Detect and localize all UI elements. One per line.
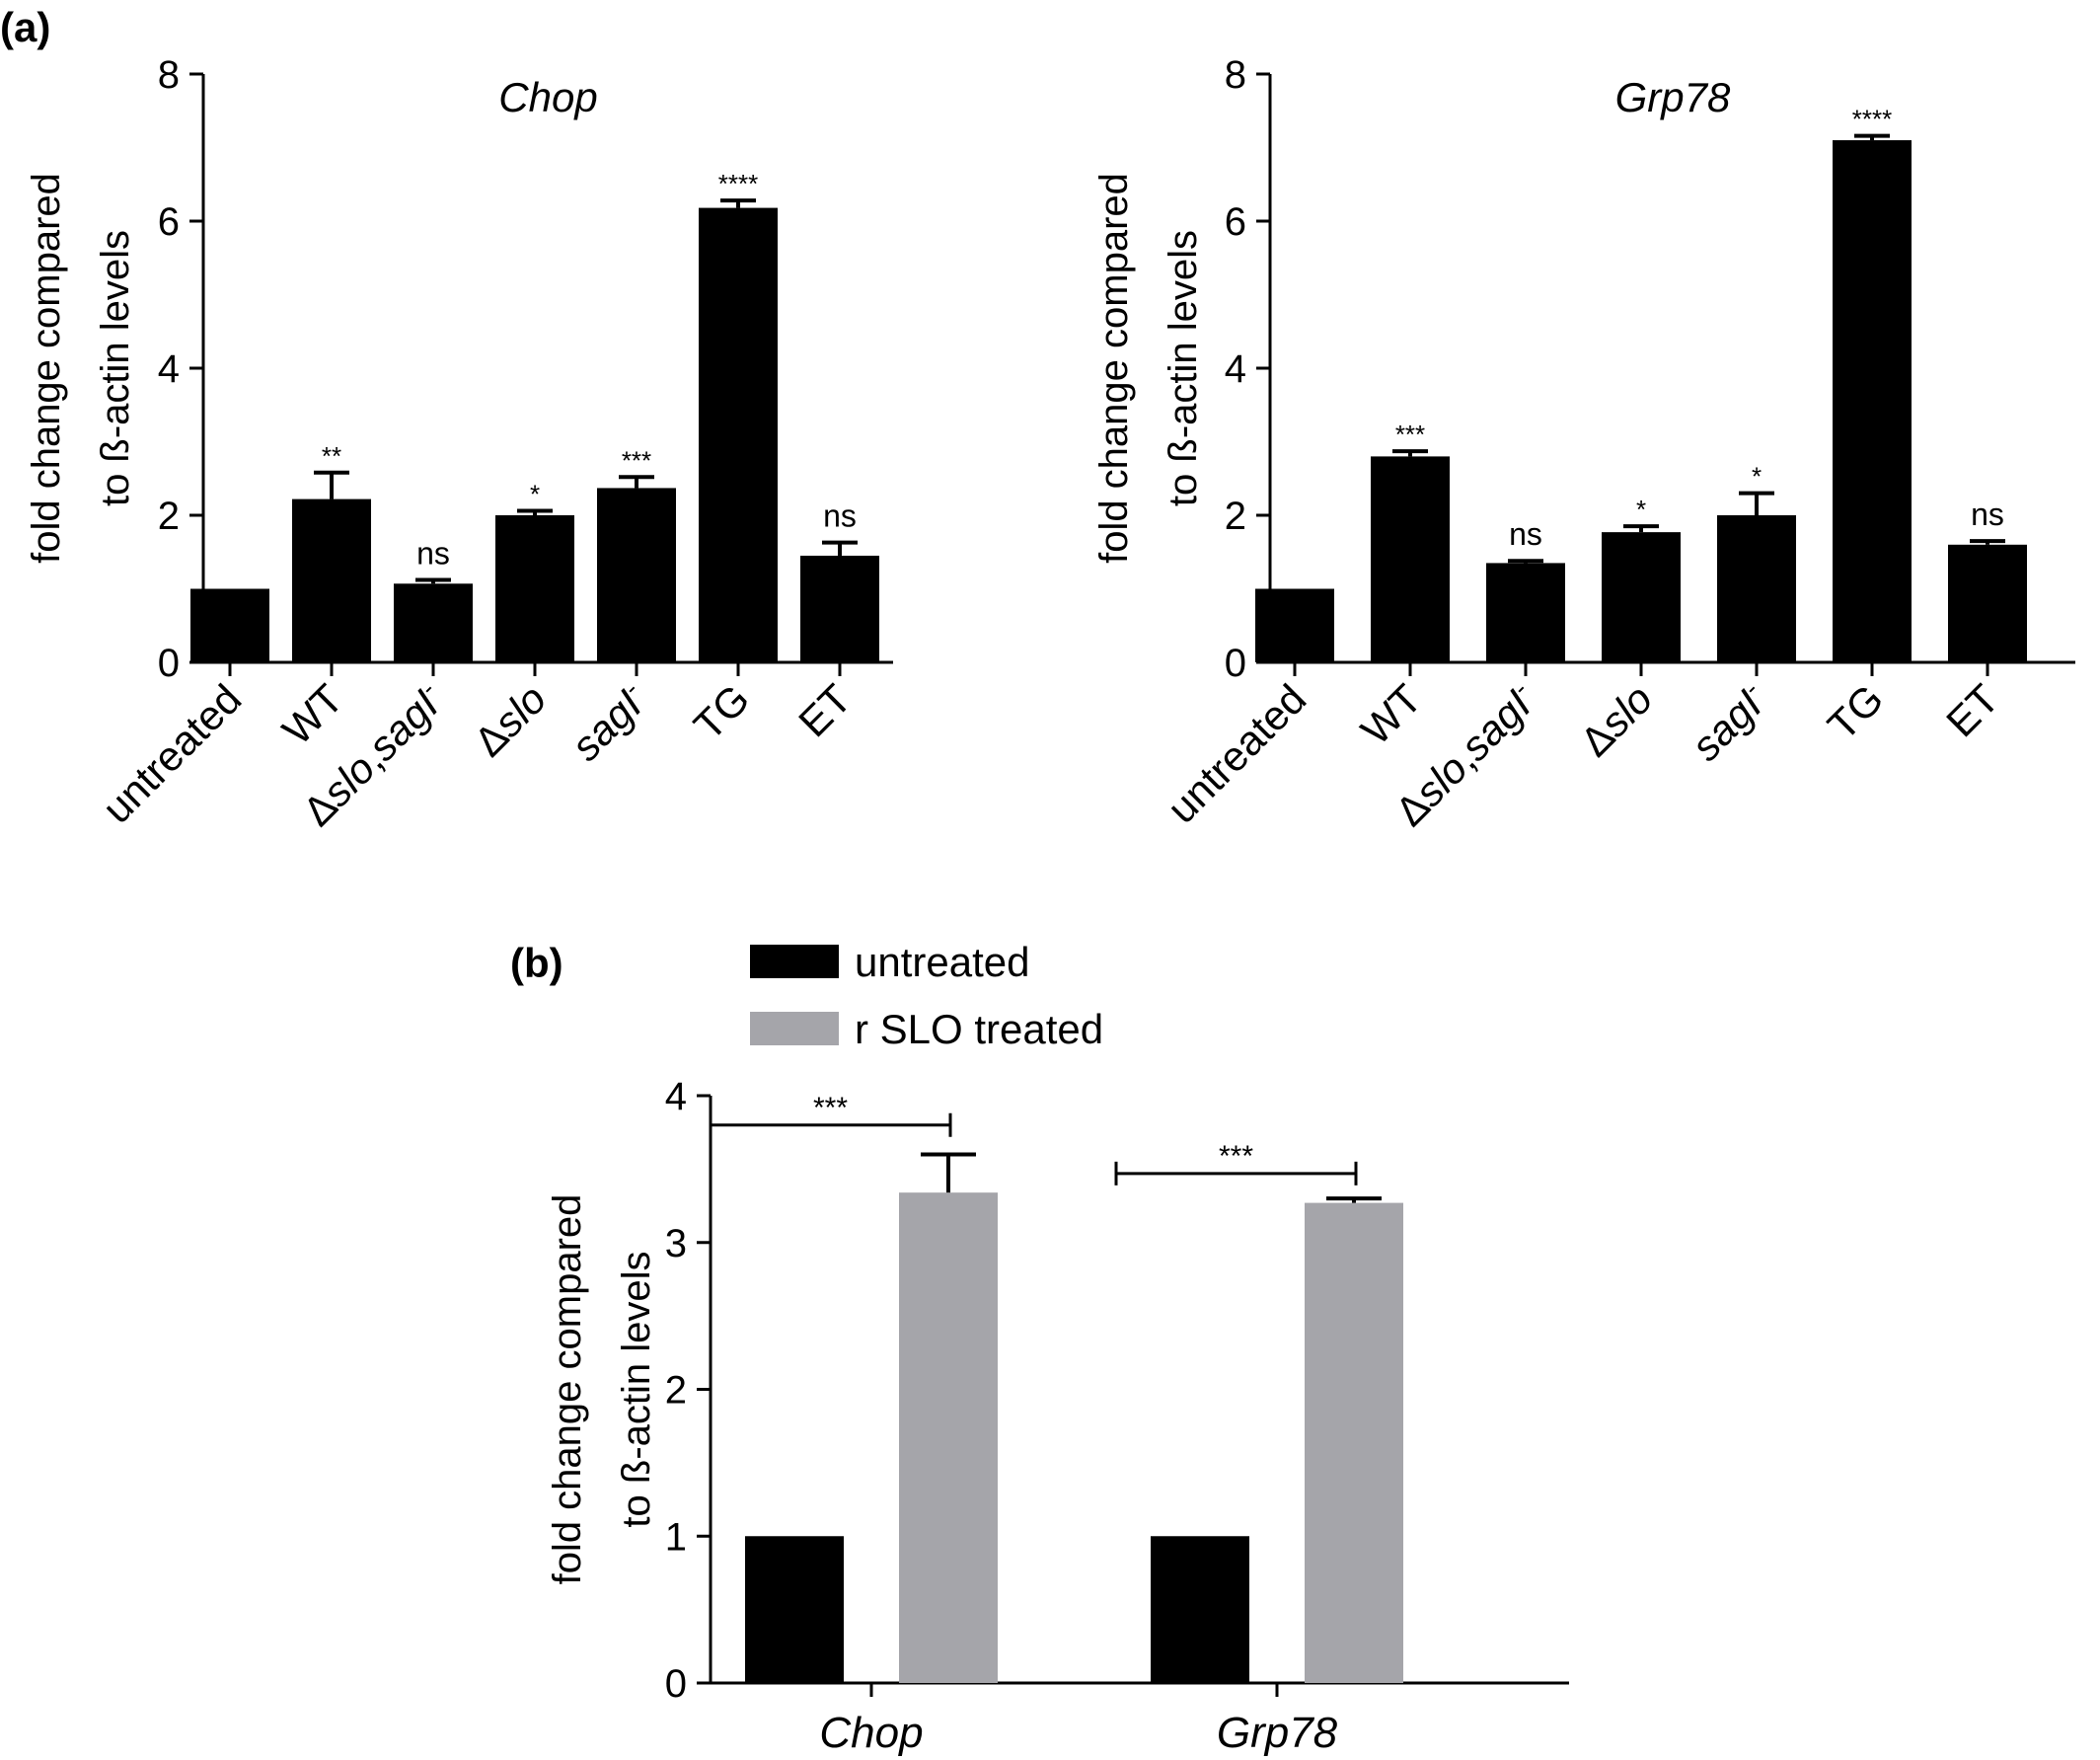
- grp78-bar-et: [1948, 544, 2027, 662]
- chop-y-tick-label: 8: [158, 53, 180, 97]
- chop-bar-et: [800, 555, 879, 662]
- slo-comparison-label: ***: [813, 1092, 848, 1124]
- slo-x-tick-label: Chop: [819, 1709, 923, 1757]
- slo-y-tick-label: 2: [665, 1369, 687, 1413]
- chop-x-tick-label: TG: [685, 675, 758, 748]
- chop-y-tick-label: 4: [158, 347, 180, 391]
- chop-x-tick-label: ET: [789, 675, 860, 745]
- slo-bar-untreated-chop: [745, 1536, 844, 1683]
- grp78-bar-sagi: [1717, 515, 1796, 662]
- slo-bar-r-slo-treated-grp78: [1305, 1202, 1403, 1683]
- grp78-y-axis-label: fold change compared: [1092, 173, 1136, 564]
- grp78-x-tick-label: untreated: [1159, 675, 1315, 832]
- grp78-bar-slo: [1602, 532, 1681, 662]
- x-tick-label-part: WT: [1352, 675, 1430, 753]
- grp78-y-tick-label: 6: [1225, 200, 1246, 244]
- chop-significance-label: **: [322, 441, 341, 471]
- grp78-y-tick-label: 2: [1225, 495, 1246, 538]
- grp78-title: Grp78: [1615, 74, 1731, 120]
- x-tick-label-part: ET: [1937, 675, 2007, 745]
- slo-legend-label-r-slo-treated: r SLO treated: [855, 1006, 1103, 1052]
- grp78-bar-slo-sagi: [1486, 563, 1565, 662]
- x-tick-label-part: ET: [789, 675, 860, 745]
- chop-x-tick-label: Δslo: [465, 675, 555, 765]
- grp78-significance-label: ns: [1509, 516, 1542, 552]
- grp78-x-tick-label: sagI-: [1682, 674, 1776, 769]
- chop-significance-label: ***: [622, 445, 651, 475]
- grp78-x-tick-label: TG: [1819, 675, 1892, 748]
- grp78-y-tick-label: 4: [1225, 347, 1246, 391]
- slo-y-axis-label: to ß-actin levels: [615, 1251, 658, 1527]
- slo-legend-swatch-r-slo-treated: [750, 1012, 839, 1045]
- slo-y-axis-label: fold change compared: [546, 1194, 589, 1585]
- chop-y-axis-label: fold change compared: [25, 173, 68, 564]
- chop-bar-slo-sagi: [394, 583, 473, 662]
- chop-significance-label: ns: [823, 498, 857, 534]
- grp78-bar-wt: [1371, 456, 1450, 662]
- chop-bar-sagi: [597, 488, 676, 662]
- chop-title: Chop: [498, 74, 597, 120]
- slo-comparison-label: ***: [1219, 1140, 1253, 1173]
- slo-y-tick-label: 3: [665, 1222, 687, 1265]
- slo-grouped-bar-chart: 0 1 2 3 4 fold change compared to ß-actin leve…: [546, 939, 1569, 1757]
- grp78-significance-label: ****: [1852, 105, 1892, 134]
- chop-bar-wt: [292, 498, 371, 662]
- chop-x-tick-label: sagI-: [562, 674, 656, 769]
- chop-bar-untreated: [190, 588, 269, 662]
- chop-significance-label: ****: [718, 169, 758, 198]
- x-tick-label-part: TG: [1819, 675, 1892, 748]
- grp78-y-axis-label: to ß-actin levels: [1162, 230, 1205, 506]
- chop-y-tick-label: 6: [158, 200, 180, 244]
- grp78-y-tick-label: 0: [1225, 642, 1246, 685]
- slo-legend-label-untreated: untreated: [855, 939, 1029, 985]
- grp78-bar-untreated: [1255, 588, 1334, 662]
- x-tick-label-part: untreated: [1159, 675, 1315, 832]
- slo-legend-swatch-untreated: [750, 945, 839, 978]
- panel-label-b: (b): [510, 940, 563, 986]
- chop-significance-label: ns: [416, 536, 450, 572]
- slo-y-tick-label: 1: [665, 1515, 687, 1559]
- grp78-x-tick-label: ET: [1937, 675, 2007, 745]
- x-tick-label-part: TG: [685, 675, 758, 748]
- grp78-significance-label: *: [1636, 495, 1646, 524]
- chop-bar-slo: [495, 515, 574, 662]
- chop-y-tick-label: 0: [158, 642, 180, 685]
- chop-significance-label: *: [530, 480, 540, 509]
- grp78-bar-chart: 0 2 4 6 8 fold change compared to ß-actin leve…: [1092, 53, 2075, 835]
- grp78-x-tick-label: Δslo: [1571, 675, 1661, 765]
- chop-x-tick-label: untreated: [94, 675, 251, 832]
- slo-bar-untreated-grp78: [1151, 1536, 1249, 1683]
- panel-label-a: (a): [0, 4, 50, 50]
- grp78-significance-label: ***: [1395, 420, 1425, 449]
- grp78-x-tick-label: WT: [1352, 675, 1430, 753]
- x-tick-label-part: untreated: [94, 675, 251, 832]
- chop-y-axis-label: to ß-actin levels: [94, 230, 137, 506]
- grp78-bar-tg: [1833, 140, 1912, 663]
- chop-x-tick-label: WT: [273, 675, 351, 753]
- grp78-significance-label: *: [1752, 462, 1762, 492]
- slo-y-tick-label: 0: [665, 1662, 687, 1706]
- grp78-y-tick-label: 8: [1225, 53, 1246, 97]
- grp78-significance-label: ns: [1971, 497, 2004, 532]
- chop-y-tick-label: 2: [158, 495, 180, 538]
- chop-bar-tg: [699, 207, 778, 662]
- slo-y-tick-label: 4: [665, 1075, 687, 1118]
- slo-x-tick-label: Grp78: [1217, 1709, 1338, 1757]
- slo-bar-r-slo-treated-chop: [899, 1192, 998, 1683]
- x-tick-label-part: WT: [273, 675, 351, 753]
- chop-bar-chart: 0 2 4 6 8 fold change compared to ß-actin leve…: [25, 53, 893, 835]
